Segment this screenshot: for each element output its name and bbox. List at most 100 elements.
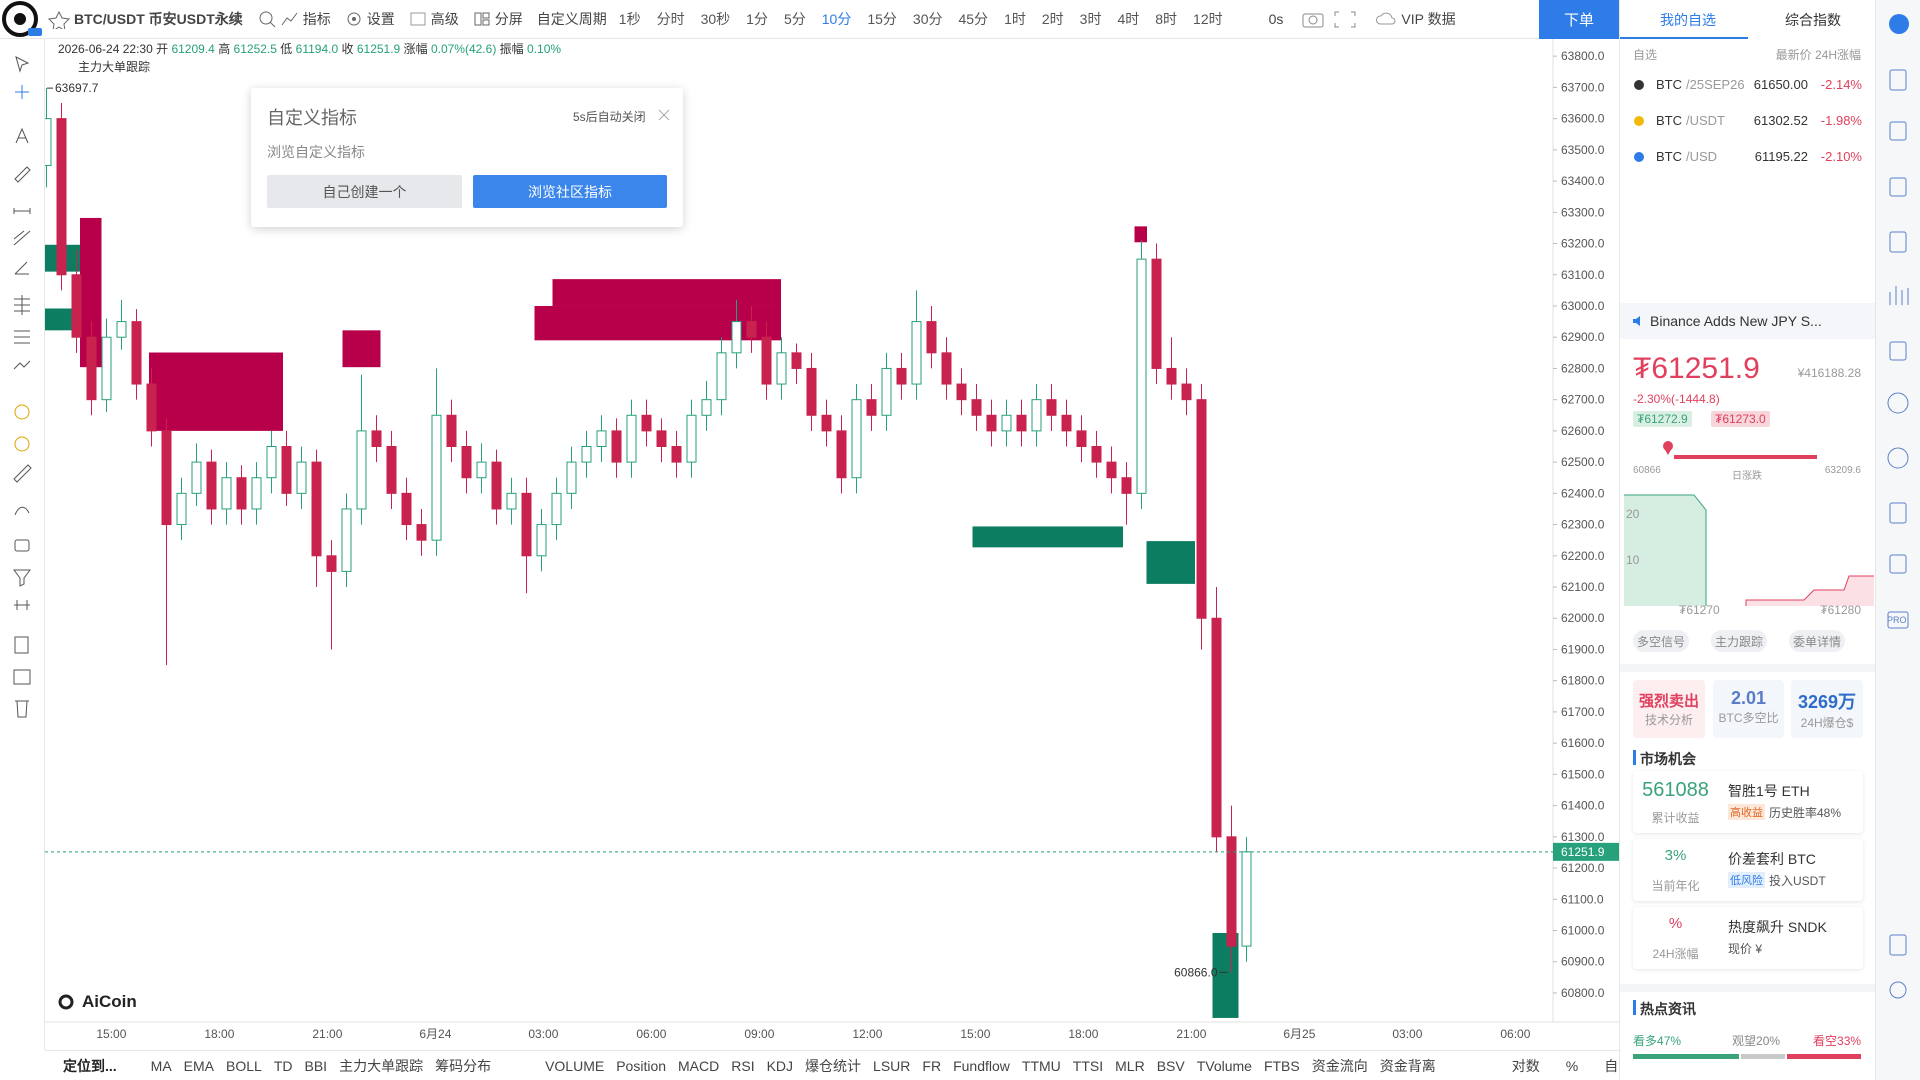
opportunity-card[interactable]: 561088 累计收益 智胜1号 ETH 高收益 历史胜率48% (1633, 771, 1863, 833)
ratio-card[interactable]: 2.01 BTC多空比 (1713, 680, 1784, 738)
main-indicator[interactable]: EMA (183, 1057, 215, 1074)
create-button[interactable]: 自己创建一个 (267, 175, 462, 208)
indicator-button[interactable]: 指标 (281, 9, 331, 29)
liquidation-card[interactable]: 3269万 24H爆仓$ (1791, 680, 1863, 738)
sub-indicator[interactable]: MLR (1115, 1057, 1145, 1074)
interval[interactable]: 30分 (912, 11, 943, 27)
fullscreen-icon[interactable] (1329, 9, 1361, 29)
camera-icon[interactable] (1297, 9, 1329, 29)
pair-quote: /USDT (1686, 113, 1725, 128)
order-button[interactable]: 下单 (1539, 0, 1619, 39)
sub-indicator[interactable]: Fundflow (953, 1057, 1010, 1074)
indicator-legend[interactable]: 主力大单跟踪 (78, 60, 151, 74)
watch-price: 61302.52 (1753, 113, 1808, 128)
opportunity-card[interactable]: % 24H涨幅 热度飙升 SNDK 现价 ¥ (1633, 907, 1863, 969)
interval[interactable]: 1秒 (618, 11, 641, 27)
interval[interactable]: 分时 (656, 11, 685, 27)
candle-body (806, 367, 817, 416)
tab[interactable]: 综合指数 (1785, 12, 1841, 28)
order-block (149, 352, 283, 431)
custom-period[interactable]: 自定义周期 (536, 11, 607, 27)
depth-level: 10 (1626, 553, 1640, 567)
locate-button[interactable]: 定位到... (63, 1057, 117, 1074)
sub-indicator[interactable]: TTMU (1021, 1057, 1061, 1074)
percent-toggle[interactable]: % (1565, 1057, 1579, 1074)
advanced-button[interactable]: 高级 (409, 9, 459, 29)
interval[interactable]: 1分 (746, 11, 768, 27)
opp-tag: 低风险 (1728, 872, 1765, 888)
bid-tag: ₮61272.9 (1633, 411, 1692, 427)
close-icon[interactable] (657, 108, 671, 122)
sub-indicator[interactable]: Position (616, 1057, 667, 1074)
tab-active[interactable]: 我的自选 (1660, 12, 1716, 28)
watch-row[interactable]: BTC/25SEP26 61650.00 -2.14% (1620, 74, 1876, 98)
opportunity-card[interactable]: 3% 当前年化 价差套利 BTC 低风险 投入USDT (1633, 839, 1863, 901)
interval[interactable]: 45分 (958, 11, 989, 27)
sub-indicator[interactable]: KDJ (766, 1057, 794, 1074)
indicator-bar: 定位到... MA EMA BOLL TD BBI 主力大单跟踪 筹码分布 VOLUME Po… (45, 1050, 1632, 1080)
split-button[interactable]: 分屏 (473, 9, 523, 29)
interval[interactable]: 2时 (1041, 11, 1064, 27)
interval[interactable]: 8时 (1155, 11, 1178, 27)
sub-indicator[interactable]: FTBS (1263, 1057, 1300, 1074)
datetime: 2026-06-24 22:30 (58, 42, 153, 56)
sub-indicator[interactable]: LSUR (873, 1057, 911, 1074)
main-indicator[interactable]: 筹码分布 (435, 1057, 492, 1074)
sub-indicator[interactable]: MACD (678, 1057, 720, 1074)
x-tick-label: 06:00 (636, 1027, 666, 1041)
interval[interactable]: 5分 (783, 11, 806, 27)
interval[interactable]: 4时 (1117, 11, 1140, 27)
sub-indicator[interactable]: BSV (1156, 1057, 1185, 1074)
sub-indicator[interactable]: 资金背离 (1379, 1057, 1436, 1074)
signal-button[interactable]: 多空信号 (1633, 630, 1689, 652)
candle-body (1121, 477, 1132, 494)
list-group[interactable]: 自选 (1633, 48, 1658, 62)
interval[interactable]: 3时 (1079, 11, 1102, 27)
section-marker (1633, 1000, 1636, 1015)
interval[interactable]: 10分 (821, 11, 852, 27)
tracking-button[interactable]: 主力跟踪 (1711, 630, 1767, 652)
interval[interactable]: 30秒 (700, 11, 731, 27)
symbol[interactable]: BTC/USDT 币安USDT永续 (74, 11, 243, 27)
main-indicator[interactable]: BBI (304, 1057, 328, 1074)
main-indicator[interactable]: 主力大单跟踪 (339, 1057, 424, 1074)
sub-indicator[interactable]: TVolume (1196, 1057, 1252, 1074)
main-indicator[interactable]: TD (273, 1057, 293, 1074)
y-tick-label: 61800.0 (1561, 674, 1605, 688)
interval[interactable]: 1时 (1004, 11, 1026, 27)
candle-body (1031, 399, 1042, 432)
chart-legend: 2026-06-24 22:30 开 61209.4 高 61252.5 低 6… (58, 40, 561, 76)
orders-button[interactable]: 委单详情 (1789, 630, 1845, 652)
watch-row[interactable]: BTC/USDT 61302.52 -1.98% (1620, 110, 1876, 134)
analysis-card[interactable]: 强烈卖出 技术分析 (1633, 680, 1705, 738)
settings-button[interactable]: 设置 (345, 9, 395, 29)
candle-body (626, 414, 637, 463)
interval[interactable]: 15分 (867, 11, 897, 27)
star-icon[interactable] (44, 9, 74, 29)
depth-right: ₮61280 (1820, 603, 1861, 617)
sub-indicator[interactable]: TTSI (1072, 1057, 1104, 1074)
watch-row[interactable]: BTC/USD 61195.22 -2.10% (1620, 146, 1876, 170)
browse-button[interactable]: 浏览社区指标 (473, 175, 667, 208)
candle-body (656, 430, 667, 448)
log-toggle[interactable]: 对数 (1511, 1057, 1540, 1074)
vip-label: VIP 数据 (1401, 11, 1456, 27)
intervals: 1秒 分时 30秒 1分 5分 10分 15分 30分 45分 1时 2时 3时 4时 8时 12时 (619, 9, 1239, 29)
sub-indicator[interactable]: 资金流向 (1311, 1057, 1368, 1074)
sub-indicator[interactable]: FR (922, 1057, 942, 1074)
candle-body (491, 461, 502, 510)
interval[interactable]: 12时 (1193, 11, 1223, 27)
main-indicator[interactable]: BOLL (226, 1057, 262, 1074)
sub-indicator[interactable]: VOLUME (545, 1057, 605, 1074)
depth-left: ₮61270 (1679, 603, 1720, 617)
popup: 自定义指标 5s后自动关闭 浏览自定义指标 自己创建一个 浏览社区指标 (251, 88, 683, 227)
x-tick-label: 18:00 (204, 1027, 234, 1041)
search-icon[interactable] (257, 9, 281, 29)
sub-indicator[interactable]: RSI (731, 1057, 755, 1074)
split-label: 分屏 (494, 11, 523, 27)
opp-value-label: 累计收益 (1651, 811, 1700, 825)
main-indicator[interactable]: MA (150, 1057, 172, 1074)
vip-button[interactable]: VIP 数据 (1375, 9, 1456, 29)
sub-indicator[interactable]: 爆仓统计 (805, 1057, 862, 1074)
news-bar[interactable]: Binance Adds New JPY S... (1620, 303, 1876, 339)
